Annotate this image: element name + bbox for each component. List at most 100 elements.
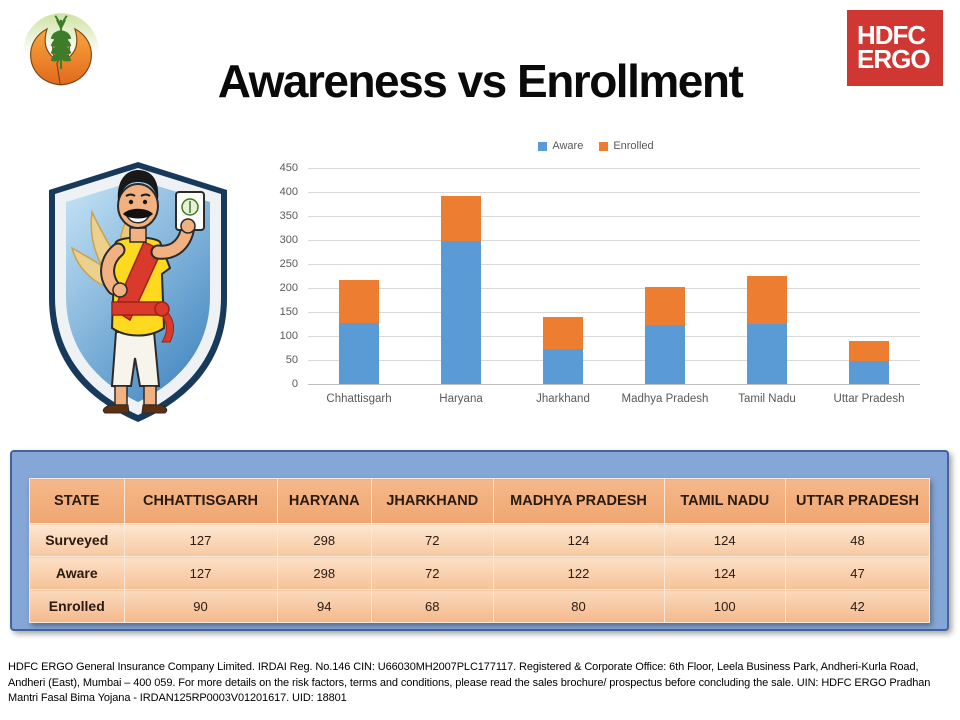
x-label-madhya-pradesh: Madhya Pradesh (621, 393, 709, 405)
y-tick-0: 0 (291, 378, 298, 390)
cell-surveyed-uttar-pradesh: 48 (785, 523, 930, 557)
cell-surveyed-jharkhand: 72 (371, 523, 494, 557)
awareness-chart: Aware Enrolled 0 50 100 150 200 250 300 350 400 45… (272, 140, 920, 405)
bar-segment-madhya-pradesh-aware (645, 325, 685, 384)
chart-legend: Aware Enrolled (272, 140, 920, 152)
x-label-chhattisgarh: Chhattisgarh (326, 393, 392, 405)
table-row-aware: Aware 127 298 72 122 124 47 (29, 556, 930, 590)
bar-haryana (410, 168, 512, 384)
y-tick-100: 100 (279, 330, 298, 342)
legend-entry-enrolled: Enrolled (599, 140, 654, 152)
header-cell-jharkhand: JHARKHAND (371, 478, 494, 524)
y-tick-150: 150 (279, 306, 298, 318)
page-title: Awareness vs Enrollment (217, 55, 744, 107)
y-tick-450: 450 (279, 162, 298, 174)
legend-label-enrolled: Enrolled (613, 140, 654, 152)
header-cell-tamil-nadu: TAMIL NADU (663, 478, 786, 524)
bar-uttar-pradesh (818, 168, 920, 384)
cell-surveyed-haryana: 298 (276, 523, 372, 557)
y-tick-300: 300 (279, 234, 298, 246)
legend-swatch-enrolled (599, 141, 609, 151)
gridline-150 (308, 312, 920, 313)
plot (308, 168, 920, 385)
gridline-200 (308, 288, 920, 289)
cell-aware-chhattisgarh: 127 (123, 556, 278, 590)
bar-segment-jharkhand-enrolled (543, 316, 583, 350)
cell-surveyed-tamil-nadu: 124 (663, 523, 786, 557)
header-cell-state: STATE (29, 478, 125, 524)
bar-stack-chhattisgarh (339, 279, 379, 384)
y-axis: 0 50 100 150 200 250 300 350 400 450 (272, 162, 304, 390)
farmer-mascot-image (49, 162, 227, 422)
bar-madhya-pradesh (614, 168, 716, 384)
row-label-aware: Aware (29, 556, 125, 590)
x-label-uttar-pradesh: Uttar Pradesh (833, 393, 905, 405)
table-header-row: STATE CHHATTISGARH HARYANA JHARKHAND MAD… (29, 478, 930, 524)
cell-aware-haryana: 298 (276, 556, 372, 590)
legend-swatch-aware (538, 141, 548, 151)
row-label-enrolled: Enrolled (29, 589, 125, 623)
chart-plot-area: 0 50 100 150 200 250 300 350 400 450 (272, 162, 920, 390)
bar-segment-jharkhand-aware (543, 349, 583, 384)
bar-stack-haryana (441, 195, 481, 384)
gridline-250 (308, 264, 920, 265)
bar-segment-tamil-nadu-enrolled (747, 276, 787, 325)
bar-segment-chhattisgarh-enrolled (339, 279, 379, 324)
bar-jharkhand (512, 168, 614, 384)
gridline-450 (308, 168, 920, 169)
bar-segment-haryana-enrolled (441, 195, 481, 241)
y-tick-350: 350 (279, 210, 298, 222)
y-tick-200: 200 (279, 282, 298, 294)
cell-aware-madhya-pradesh: 122 (492, 556, 665, 590)
header-cell-uttar-pradesh: UTTAR PRADESH (785, 478, 930, 524)
bar-segment-madhya-pradesh-enrolled (645, 287, 685, 326)
cell-aware-tamil-nadu: 124 (663, 556, 786, 590)
x-axis-labels: Chhattisgarh Haryana Jharkhand Madhya Prade… (308, 384, 920, 405)
data-table-panel: STATE CHHATTISGARH HARYANA JHARKHAND MAD… (10, 450, 949, 631)
cell-enrolled-chhattisgarh: 90 (123, 589, 278, 623)
hdfc-logo-line1: HDFC (857, 20, 926, 51)
gridline-50 (308, 360, 920, 361)
hdfc-logo-line2: ERGO (857, 44, 931, 74)
cell-aware-uttar-pradesh: 47 (785, 556, 930, 590)
cell-surveyed-chhattisgarh: 127 (123, 523, 278, 557)
cell-aware-jharkhand: 72 (371, 556, 494, 590)
header-cell-chhattisgarh: CHHATTISGARH (123, 478, 278, 524)
bar-segment-chhattisgarh-aware (339, 323, 379, 384)
legend-label-aware: Aware (552, 140, 584, 152)
bar-tamil-nadu (716, 168, 818, 384)
y-tick-250: 250 (279, 258, 298, 270)
cell-enrolled-tamil-nadu: 100 (663, 589, 786, 623)
x-label-haryana: Haryana (439, 393, 483, 405)
header-cell-haryana: HARYANA (276, 478, 372, 524)
gridline-300 (308, 240, 920, 241)
gridline-0 (308, 384, 920, 385)
header-cell-madhya-pradesh: MADHYA PRADESH (492, 478, 665, 524)
x-label-tamil-nadu: Tamil Nadu (738, 393, 796, 405)
bar-segment-uttar-pradesh-aware (849, 361, 889, 384)
bars (308, 168, 920, 384)
y-tick-50: 50 (285, 354, 298, 366)
footer-disclaimer: HDFC ERGO General Insurance Company Limi… (8, 661, 931, 705)
cell-surveyed-madhya-pradesh: 124 (492, 523, 665, 557)
bar-segment-uttar-pradesh-enrolled (849, 341, 889, 362)
bar-stack-tamil-nadu (747, 276, 787, 384)
table-row-enrolled: Enrolled 90 94 68 80 100 42 (29, 589, 930, 623)
gridline-400 (308, 192, 920, 193)
legend-entry-aware: Aware (538, 140, 583, 152)
bar-segment-haryana-aware (441, 240, 481, 384)
pmfby-wheat-hands-logo-icon (23, 13, 99, 89)
cell-enrolled-jharkhand: 68 (371, 589, 494, 623)
x-label-jharkhand: Jharkhand (536, 393, 590, 405)
row-label-surveyed: Surveyed (29, 523, 125, 557)
bar-stack-uttar-pradesh (849, 341, 889, 384)
y-tick-400: 400 (279, 186, 298, 198)
table-row-surveyed: Surveyed 127 298 72 124 124 48 (29, 523, 930, 557)
gridline-100 (308, 336, 920, 337)
cell-enrolled-uttar-pradesh: 42 (785, 589, 930, 623)
cell-enrolled-haryana: 94 (276, 589, 372, 623)
bar-segment-tamil-nadu-aware (747, 324, 787, 384)
cell-enrolled-madhya-pradesh: 80 (492, 589, 665, 623)
bar-stack-jharkhand (543, 316, 583, 384)
